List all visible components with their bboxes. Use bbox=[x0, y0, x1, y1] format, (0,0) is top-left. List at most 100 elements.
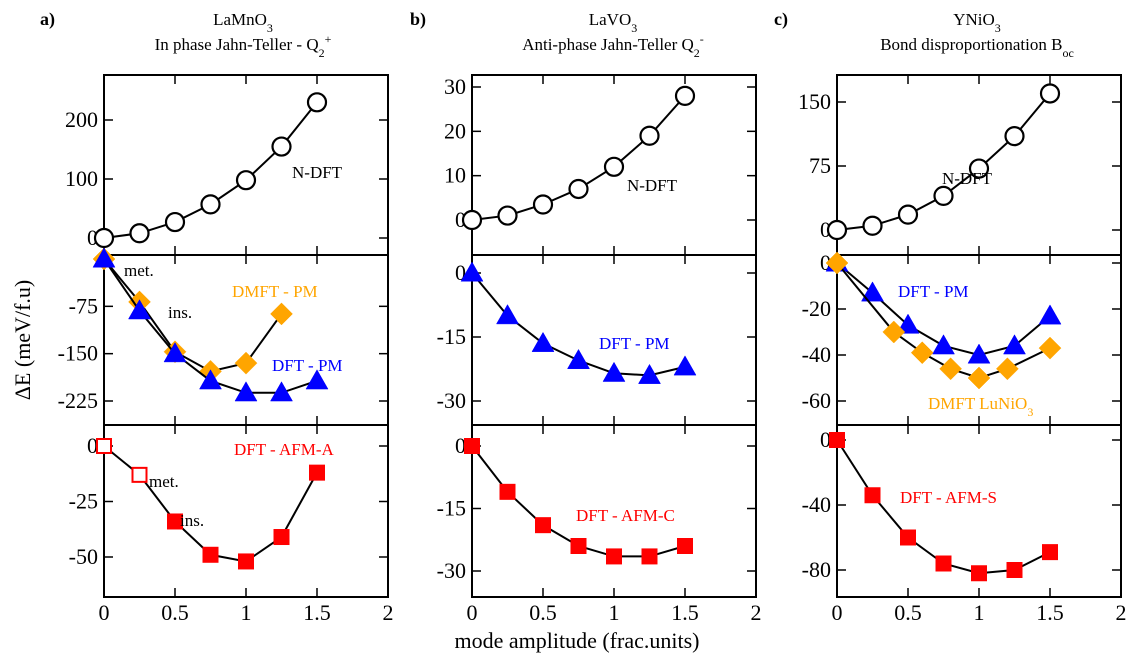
y-tick-label: 150 bbox=[798, 89, 831, 114]
series-label: DFT - PM bbox=[599, 334, 670, 353]
series-line bbox=[103, 258, 283, 373]
data-point bbox=[570, 538, 587, 554]
panel-title-line1: LaMnO3 bbox=[213, 10, 273, 35]
panel-letter: b) bbox=[410, 9, 426, 30]
subplot: 0 10 20 30 N-DFT bbox=[444, 74, 757, 256]
panel-title-line2: Bond disproportionation Boc bbox=[880, 35, 1074, 60]
series-label: DFT - AFM-S bbox=[900, 488, 997, 507]
y-tick-label: -50 bbox=[69, 544, 98, 569]
data-point bbox=[92, 247, 116, 268]
data-point bbox=[202, 546, 219, 563]
data-point bbox=[910, 341, 934, 365]
x-tick-label: 1 bbox=[609, 600, 620, 625]
data-point bbox=[602, 361, 626, 382]
data-point bbox=[163, 342, 187, 363]
series-label: DFT - PM bbox=[898, 282, 969, 301]
data-point bbox=[674, 85, 696, 106]
data-point bbox=[1042, 544, 1058, 561]
panel-header-c: c) YNiO3 Bond disproportionation Boc bbox=[774, 9, 1074, 60]
data-point bbox=[638, 363, 661, 384]
series-label: DFT - PM bbox=[272, 356, 343, 375]
x-tick-label: 0 bbox=[832, 600, 843, 625]
data-point bbox=[270, 302, 293, 326]
data-point bbox=[606, 548, 622, 565]
x-tick-label: 1.5 bbox=[303, 600, 331, 625]
data-point bbox=[1003, 334, 1026, 355]
data-point bbox=[1004, 126, 1025, 147]
y-tick-label: -75 bbox=[69, 293, 98, 318]
x-tick-label: 1.5 bbox=[1036, 600, 1064, 625]
data-point bbox=[673, 355, 697, 376]
y-tick-label: 20 bbox=[444, 118, 466, 143]
series-label: DMFT - PM bbox=[232, 282, 318, 301]
data-point bbox=[932, 334, 955, 355]
data-point bbox=[167, 513, 183, 530]
data-point bbox=[234, 351, 258, 375]
data-point bbox=[200, 194, 221, 215]
data-point bbox=[826, 219, 848, 241]
data-point bbox=[496, 304, 519, 325]
series bbox=[92, 247, 329, 402]
data-point bbox=[531, 331, 555, 352]
y-tick-label: -25 bbox=[69, 489, 98, 514]
x-tick-label: 0 bbox=[467, 600, 478, 625]
data-point bbox=[568, 178, 589, 200]
x-tick-label: 0.5 bbox=[529, 600, 557, 625]
data-point bbox=[935, 555, 952, 572]
y-tick-label: 200 bbox=[65, 107, 98, 132]
series bbox=[92, 247, 293, 383]
x-tick-label: 2 bbox=[1116, 600, 1127, 625]
data-point bbox=[309, 464, 325, 481]
data-point bbox=[306, 92, 328, 113]
panel-title-line1: YNiO3 bbox=[953, 10, 1001, 35]
series bbox=[460, 261, 697, 384]
data-point bbox=[603, 156, 625, 177]
data-point bbox=[499, 483, 516, 500]
annotation: met. bbox=[149, 472, 179, 491]
series bbox=[829, 432, 1058, 582]
series-label: N-DFT bbox=[292, 163, 343, 182]
panel-header-a: a) LaMnO3 In phase Jahn-Teller - Q2+ bbox=[40, 9, 332, 60]
y-tick-label: 0 bbox=[455, 260, 466, 285]
panel-letter: c) bbox=[774, 9, 788, 30]
series-label: DFT - AFM-A bbox=[234, 440, 335, 459]
panel-title-line1: LaVO3 bbox=[589, 10, 637, 35]
y-tick-label: -15 bbox=[437, 496, 466, 521]
data-point bbox=[677, 538, 693, 554]
y-tick-label: -150 bbox=[58, 341, 98, 366]
data-point bbox=[460, 261, 484, 282]
subplot: 0 -20 -40 -60 DFT - PM DMFT LuNiO3 bbox=[802, 250, 1122, 426]
y-tick-label: 0 bbox=[455, 433, 466, 458]
series bbox=[96, 438, 325, 570]
data-point bbox=[971, 565, 987, 582]
data-point bbox=[234, 381, 258, 402]
data-point bbox=[567, 348, 590, 369]
data-point bbox=[829, 432, 845, 448]
data-point bbox=[897, 204, 919, 225]
y-tick-label: -80 bbox=[802, 557, 831, 582]
y-tick-label: 0 bbox=[820, 427, 831, 452]
series-line bbox=[836, 92, 1051, 231]
data-point bbox=[199, 369, 222, 390]
data-point bbox=[939, 357, 962, 381]
data-point bbox=[861, 281, 884, 302]
data-point bbox=[1006, 562, 1023, 578]
y-tick-label: -225 bbox=[58, 388, 98, 413]
y-axis-label: ΔE (meV/f.u) bbox=[10, 280, 35, 400]
data-point bbox=[641, 548, 658, 565]
data-point bbox=[235, 170, 257, 191]
series bbox=[464, 438, 693, 565]
y-tick-label: 75 bbox=[809, 153, 831, 178]
data-point bbox=[270, 381, 293, 402]
subplot: 0 -40 -80 DFT - AFM-S bbox=[802, 424, 1122, 598]
y-tick-label: 10 bbox=[444, 163, 466, 188]
panel-letter: a) bbox=[40, 9, 55, 30]
subplot: 0 -25 -50 DFT - AFM-A met. ins. bbox=[69, 424, 389, 598]
y-tick-label: -40 bbox=[802, 342, 831, 367]
data-point bbox=[900, 529, 916, 546]
data-point bbox=[271, 136, 292, 157]
data-point bbox=[967, 343, 991, 364]
